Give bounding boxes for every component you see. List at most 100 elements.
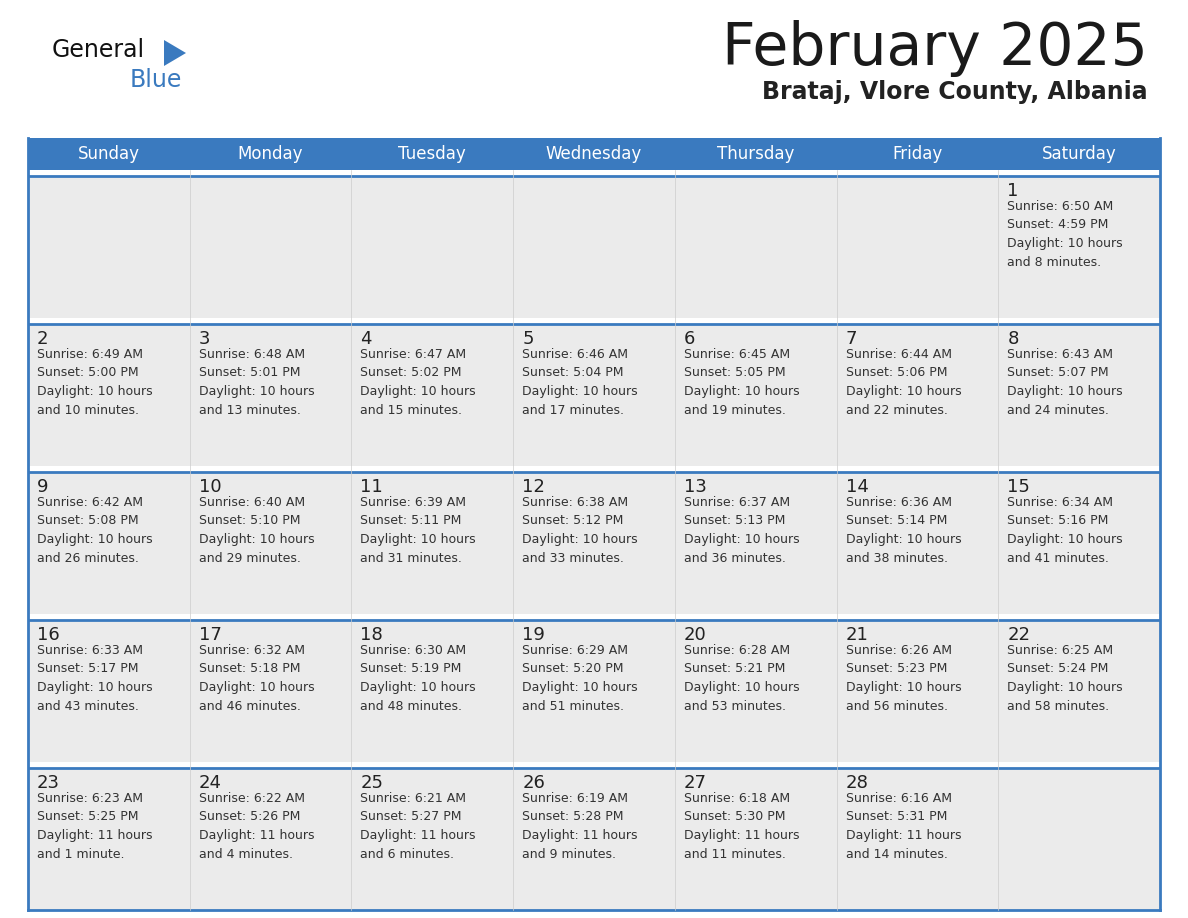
Text: Friday: Friday — [892, 145, 942, 163]
Text: Sunrise: 6:18 AM
Sunset: 5:30 PM
Daylight: 11 hours
and 11 minutes.: Sunrise: 6:18 AM Sunset: 5:30 PM Dayligh… — [684, 792, 800, 860]
Text: 11: 11 — [360, 478, 384, 496]
Text: 3: 3 — [198, 330, 210, 348]
Bar — [675, 472, 836, 614]
Bar — [998, 472, 1159, 614]
Text: Sunday: Sunday — [78, 145, 140, 163]
Bar — [29, 324, 190, 466]
Text: Sunrise: 6:25 AM
Sunset: 5:24 PM
Daylight: 10 hours
and 58 minutes.: Sunrise: 6:25 AM Sunset: 5:24 PM Dayligh… — [1007, 644, 1123, 712]
Text: General: General — [52, 38, 145, 62]
Bar — [29, 762, 1159, 768]
Text: Wednesday: Wednesday — [545, 145, 643, 163]
Text: Sunrise: 6:40 AM
Sunset: 5:10 PM
Daylight: 10 hours
and 29 minutes.: Sunrise: 6:40 AM Sunset: 5:10 PM Dayligh… — [198, 496, 315, 565]
Bar — [998, 324, 1159, 466]
Text: 25: 25 — [360, 774, 384, 792]
Bar — [29, 614, 1159, 620]
Text: 8: 8 — [1007, 330, 1018, 348]
Text: Sunrise: 6:33 AM
Sunset: 5:17 PM
Daylight: 10 hours
and 43 minutes.: Sunrise: 6:33 AM Sunset: 5:17 PM Dayligh… — [37, 644, 152, 712]
Text: Sunrise: 6:19 AM
Sunset: 5:28 PM
Daylight: 11 hours
and 9 minutes.: Sunrise: 6:19 AM Sunset: 5:28 PM Dayligh… — [523, 792, 638, 860]
Text: Sunrise: 6:26 AM
Sunset: 5:23 PM
Daylight: 10 hours
and 56 minutes.: Sunrise: 6:26 AM Sunset: 5:23 PM Dayligh… — [846, 644, 961, 712]
Text: Sunrise: 6:36 AM
Sunset: 5:14 PM
Daylight: 10 hours
and 38 minutes.: Sunrise: 6:36 AM Sunset: 5:14 PM Dayligh… — [846, 496, 961, 565]
Bar — [836, 768, 998, 910]
Bar — [352, 620, 513, 762]
Bar — [675, 768, 836, 910]
Bar — [998, 176, 1159, 318]
Bar — [513, 768, 675, 910]
Text: 27: 27 — [684, 774, 707, 792]
Bar — [352, 472, 513, 614]
Bar — [998, 620, 1159, 762]
Text: Tuesday: Tuesday — [398, 145, 466, 163]
Text: 26: 26 — [523, 774, 545, 792]
Bar — [513, 620, 675, 762]
Text: 5: 5 — [523, 330, 533, 348]
Bar — [29, 466, 1159, 472]
Bar — [29, 176, 190, 318]
Text: Monday: Monday — [238, 145, 303, 163]
Text: Sunrise: 6:49 AM
Sunset: 5:00 PM
Daylight: 10 hours
and 10 minutes.: Sunrise: 6:49 AM Sunset: 5:00 PM Dayligh… — [37, 348, 152, 417]
Text: 18: 18 — [360, 626, 384, 644]
Text: Blue: Blue — [129, 68, 183, 92]
Text: 17: 17 — [198, 626, 222, 644]
Text: 12: 12 — [523, 478, 545, 496]
Text: 1: 1 — [1007, 182, 1018, 200]
Bar — [29, 768, 190, 910]
Text: Sunrise: 6:16 AM
Sunset: 5:31 PM
Daylight: 11 hours
and 14 minutes.: Sunrise: 6:16 AM Sunset: 5:31 PM Dayligh… — [846, 792, 961, 860]
Text: Sunrise: 6:28 AM
Sunset: 5:21 PM
Daylight: 10 hours
and 53 minutes.: Sunrise: 6:28 AM Sunset: 5:21 PM Dayligh… — [684, 644, 800, 712]
Bar — [190, 472, 352, 614]
Text: 13: 13 — [684, 478, 707, 496]
Bar — [513, 176, 675, 318]
Text: 10: 10 — [198, 478, 221, 496]
Text: Sunrise: 6:32 AM
Sunset: 5:18 PM
Daylight: 10 hours
and 46 minutes.: Sunrise: 6:32 AM Sunset: 5:18 PM Dayligh… — [198, 644, 315, 712]
Text: 24: 24 — [198, 774, 222, 792]
Bar — [190, 768, 352, 910]
Text: 22: 22 — [1007, 626, 1030, 644]
Text: Sunrise: 6:29 AM
Sunset: 5:20 PM
Daylight: 10 hours
and 51 minutes.: Sunrise: 6:29 AM Sunset: 5:20 PM Dayligh… — [523, 644, 638, 712]
Bar — [352, 768, 513, 910]
Text: 7: 7 — [846, 330, 857, 348]
Bar — [190, 176, 352, 318]
Bar — [352, 324, 513, 466]
Bar — [836, 324, 998, 466]
Text: Sunrise: 6:23 AM
Sunset: 5:25 PM
Daylight: 11 hours
and 1 minute.: Sunrise: 6:23 AM Sunset: 5:25 PM Dayligh… — [37, 792, 152, 860]
Bar — [998, 768, 1159, 910]
Text: Sunrise: 6:44 AM
Sunset: 5:06 PM
Daylight: 10 hours
and 22 minutes.: Sunrise: 6:44 AM Sunset: 5:06 PM Dayligh… — [846, 348, 961, 417]
Bar — [675, 176, 836, 318]
Text: Sunrise: 6:21 AM
Sunset: 5:27 PM
Daylight: 11 hours
and 6 minutes.: Sunrise: 6:21 AM Sunset: 5:27 PM Dayligh… — [360, 792, 476, 860]
Text: Sunrise: 6:50 AM
Sunset: 4:59 PM
Daylight: 10 hours
and 8 minutes.: Sunrise: 6:50 AM Sunset: 4:59 PM Dayligh… — [1007, 200, 1123, 268]
Bar — [513, 472, 675, 614]
Text: Sunrise: 6:38 AM
Sunset: 5:12 PM
Daylight: 10 hours
and 33 minutes.: Sunrise: 6:38 AM Sunset: 5:12 PM Dayligh… — [523, 496, 638, 565]
Bar — [675, 620, 836, 762]
Text: Sunrise: 6:42 AM
Sunset: 5:08 PM
Daylight: 10 hours
and 26 minutes.: Sunrise: 6:42 AM Sunset: 5:08 PM Dayligh… — [37, 496, 152, 565]
Bar — [836, 620, 998, 762]
Text: Sunrise: 6:30 AM
Sunset: 5:19 PM
Daylight: 10 hours
and 48 minutes.: Sunrise: 6:30 AM Sunset: 5:19 PM Dayligh… — [360, 644, 476, 712]
Bar — [836, 176, 998, 318]
Text: Sunrise: 6:22 AM
Sunset: 5:26 PM
Daylight: 11 hours
and 4 minutes.: Sunrise: 6:22 AM Sunset: 5:26 PM Dayligh… — [198, 792, 314, 860]
Text: 4: 4 — [360, 330, 372, 348]
Bar — [29, 620, 190, 762]
Bar — [29, 138, 1159, 170]
Text: Sunrise: 6:39 AM
Sunset: 5:11 PM
Daylight: 10 hours
and 31 minutes.: Sunrise: 6:39 AM Sunset: 5:11 PM Dayligh… — [360, 496, 476, 565]
Text: 14: 14 — [846, 478, 868, 496]
Text: Sunrise: 6:45 AM
Sunset: 5:05 PM
Daylight: 10 hours
and 19 minutes.: Sunrise: 6:45 AM Sunset: 5:05 PM Dayligh… — [684, 348, 800, 417]
Bar — [513, 324, 675, 466]
Text: 23: 23 — [37, 774, 61, 792]
Text: Thursday: Thursday — [718, 145, 795, 163]
Polygon shape — [164, 40, 187, 66]
Text: Sunrise: 6:46 AM
Sunset: 5:04 PM
Daylight: 10 hours
and 17 minutes.: Sunrise: 6:46 AM Sunset: 5:04 PM Dayligh… — [523, 348, 638, 417]
Bar — [836, 472, 998, 614]
Text: 16: 16 — [37, 626, 59, 644]
Text: 9: 9 — [37, 478, 49, 496]
Text: Sunrise: 6:48 AM
Sunset: 5:01 PM
Daylight: 10 hours
and 13 minutes.: Sunrise: 6:48 AM Sunset: 5:01 PM Dayligh… — [198, 348, 315, 417]
Text: 2: 2 — [37, 330, 49, 348]
Text: 6: 6 — [684, 330, 695, 348]
Text: Sunrise: 6:37 AM
Sunset: 5:13 PM
Daylight: 10 hours
and 36 minutes.: Sunrise: 6:37 AM Sunset: 5:13 PM Dayligh… — [684, 496, 800, 565]
Text: Sunrise: 6:34 AM
Sunset: 5:16 PM
Daylight: 10 hours
and 41 minutes.: Sunrise: 6:34 AM Sunset: 5:16 PM Dayligh… — [1007, 496, 1123, 565]
Text: 28: 28 — [846, 774, 868, 792]
Bar — [190, 620, 352, 762]
Text: Brataj, Vlore County, Albania: Brataj, Vlore County, Albania — [763, 80, 1148, 104]
Bar — [29, 170, 1159, 176]
Bar — [352, 176, 513, 318]
Bar — [190, 324, 352, 466]
Text: 19: 19 — [523, 626, 545, 644]
Bar — [29, 318, 1159, 324]
